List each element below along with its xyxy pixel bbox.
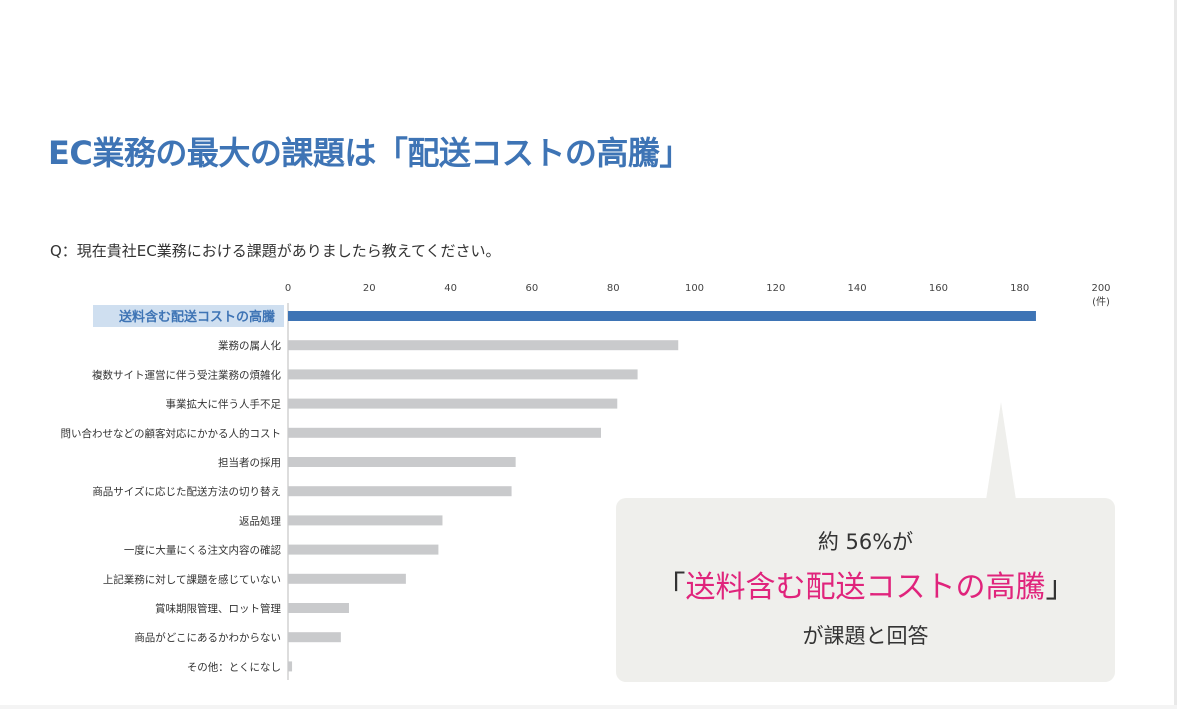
x-tick-label: 80 [607, 283, 620, 294]
bars [288, 311, 1036, 672]
x-tick-label: 160 [929, 283, 948, 294]
bar-5 [288, 457, 516, 467]
bar-3 [288, 398, 618, 409]
category-label: 送料含む配送コストの高騰 [118, 309, 275, 325]
category-label: 複数サイト運営に伴う受注業務の煩雑化 [92, 368, 281, 381]
category-label: 業務の属人化 [218, 339, 281, 352]
bar-8 [288, 544, 439, 555]
x-tick-label: 200 [1091, 283, 1110, 294]
bottom-edge-rule [0, 705, 1177, 709]
category-label: 事業拡大に伴う人手不足 [166, 398, 282, 411]
bar-11 [288, 632, 341, 643]
x-tick-label: 120 [766, 283, 785, 294]
category-label: 返品処理 [239, 514, 281, 527]
category-label: 上記業務に対して課題を感じていない [103, 573, 281, 586]
x-tick-label: 20 [363, 283, 376, 294]
bar-2 [288, 369, 638, 380]
category-label: 商品がどこにあるかわからない [134, 631, 281, 644]
x-tick-label: 60 [526, 283, 539, 294]
right-edge-rule [1174, 0, 1177, 709]
callout-highlight-text: 送料含む配送コストの高騰 [685, 570, 1046, 605]
category-label: 一度に大量にくる注文内容の確認 [124, 544, 282, 557]
callout-box [616, 498, 1115, 682]
bar-12 [288, 661, 293, 672]
x-tick-label: 140 [848, 283, 867, 294]
x-tick-label: 180 [1010, 283, 1029, 294]
callout-open-quote: 「 [655, 570, 686, 605]
bar-1 [288, 340, 679, 351]
page-title: EC業務の最大の課題は「配送コストの高騰」 [48, 134, 691, 172]
callout-conclusion-text: が課題と回答 [802, 624, 929, 648]
bar-7 [288, 515, 443, 526]
category-label: その他：とくになし [187, 660, 281, 673]
x-tick-label: 100 [685, 283, 704, 294]
x-tick-label: 0 [285, 283, 291, 294]
x-tick-label: 40 [444, 283, 457, 294]
bar-6 [288, 486, 512, 497]
bar-0 [288, 311, 1036, 321]
bar-4 [288, 427, 602, 438]
category-label: 担当者の採用 [218, 456, 281, 469]
category-label: 賞味期限管理、ロット管理 [155, 602, 281, 615]
category-labels: 送料含む配送コストの高騰業務の属人化複数サイト運営に伴う受注業務の煩雑化事業拡大… [61, 305, 284, 673]
callout-close-quote: 」 [1045, 570, 1076, 605]
callout-highlight-line: 「送料含む配送コストの高騰」 [616, 562, 1115, 606]
callout-percent-text: 約 56%が [817, 530, 914, 554]
highlight-label-background [93, 305, 284, 327]
bar-10 [288, 603, 349, 613]
x-axis-unit: (件) [1092, 296, 1110, 308]
category-label: 問い合わせなどの顧客対応にかかる人的コスト [61, 427, 282, 440]
bar-9 [288, 573, 406, 584]
survey-question: Q：現在貴社EC業務における課題がありましたら教えてください。 [50, 242, 501, 260]
category-label: 商品サイズに応じた配送方法の切り替え [92, 485, 281, 498]
